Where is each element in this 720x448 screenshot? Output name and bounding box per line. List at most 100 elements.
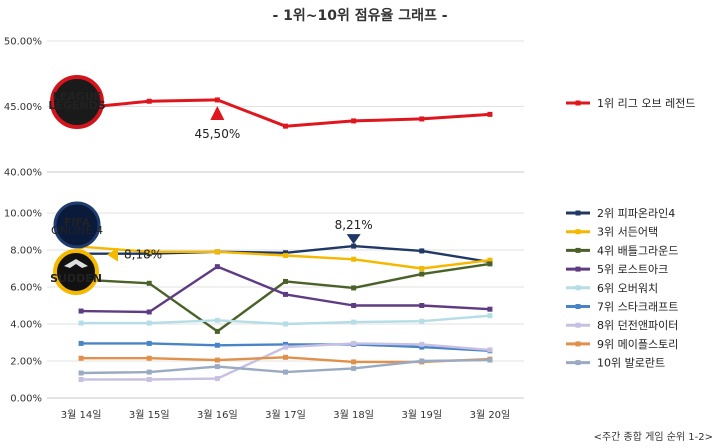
legend-marker — [575, 100, 581, 106]
annotation-label: 8,18% — [124, 248, 162, 262]
data-point — [146, 369, 152, 375]
annotation-label: 45,50% — [194, 127, 240, 141]
data-point — [351, 118, 357, 124]
data-point — [419, 341, 425, 347]
y-tick-label: 45.00% — [4, 102, 42, 113]
data-point — [351, 303, 357, 308]
data-point — [214, 249, 220, 255]
legend-label: 2위 피파온라인4 — [597, 207, 675, 220]
data-point — [283, 253, 288, 259]
data-point — [487, 306, 493, 312]
legend-label: 7위 스타크래프트 — [597, 301, 678, 314]
legend-label: 5위 로스트아크 — [597, 263, 668, 276]
legend-marker — [575, 210, 581, 216]
data-point — [78, 308, 84, 314]
sudden-attack-logo — [53, 249, 99, 295]
data-point — [351, 359, 357, 365]
data-point — [214, 364, 220, 370]
y-tick-label: 4.00% — [10, 320, 42, 331]
data-point — [214, 328, 220, 334]
data-point — [351, 319, 357, 325]
data-point — [487, 357, 493, 363]
legend-marker — [575, 322, 581, 328]
data-point — [214, 357, 220, 363]
data-point — [351, 365, 357, 371]
data-point — [214, 342, 220, 348]
data-point — [78, 377, 84, 382]
data-point — [146, 249, 152, 255]
data-point — [419, 248, 425, 254]
legend-label: 9위 메이플스토리 — [597, 338, 678, 351]
data-point — [351, 256, 357, 262]
data-point — [214, 97, 220, 103]
data-point — [419, 318, 425, 324]
up-triangle-icon — [210, 105, 225, 120]
data-point — [487, 313, 493, 319]
data-point — [487, 261, 493, 267]
data-point — [214, 317, 220, 323]
data-point — [78, 320, 84, 326]
annotation-label: 8,21% — [335, 218, 373, 232]
data-point — [487, 257, 493, 263]
league-logo-word: LEAGUE — [53, 90, 102, 103]
data-point — [146, 309, 152, 315]
data-point — [283, 344, 288, 350]
data-point — [78, 355, 84, 361]
data-point — [283, 341, 288, 347]
data-point — [283, 278, 288, 284]
fifa-logo-word: FIFA — [64, 216, 91, 229]
legend-label: 10위 발로란트 — [597, 357, 665, 370]
x-tick-label: 3월 16일 — [197, 409, 238, 421]
league-of-legends-logo — [50, 75, 104, 129]
data-point — [419, 266, 425, 271]
chart-footnote: <주간 종합 게임 순위 1-2> — [594, 430, 713, 443]
legend-marker — [575, 247, 581, 253]
data-point — [419, 344, 425, 350]
data-point — [419, 116, 425, 122]
data-point — [419, 303, 425, 308]
data-point — [146, 280, 152, 286]
league-logo-word: LEGENDS — [48, 99, 105, 112]
data-point — [487, 111, 493, 117]
data-point — [146, 355, 152, 361]
data-point — [146, 320, 152, 326]
data-point — [283, 369, 288, 375]
data-point — [214, 264, 220, 270]
legend-marker — [575, 229, 581, 235]
data-point — [351, 340, 357, 346]
data-point — [283, 321, 288, 327]
y-tick-label: 8.00% — [10, 246, 42, 257]
x-tick-label: 3월 18일 — [333, 409, 374, 421]
fifa-logo-word: ONLINE 4 — [51, 224, 103, 237]
x-tick-label: 3월 19일 — [401, 409, 442, 421]
legend-label: 8위 던전앤파이터 — [597, 319, 678, 332]
legend-marker — [575, 285, 581, 291]
legend-marker — [575, 341, 581, 347]
data-point — [283, 291, 288, 297]
sudden-attack-emblem-icon — [64, 259, 88, 268]
data-point — [146, 377, 152, 382]
series-line-0 — [80, 98, 490, 128]
y-tick-label: 2.00% — [10, 357, 42, 368]
x-tick-label: 3월 20일 — [470, 409, 511, 421]
legend-label: 6위 오버워치 — [597, 282, 658, 295]
y-tick-label: 50.00% — [4, 37, 42, 48]
legend-label: 4위 배틀그라운드 — [597, 244, 678, 257]
data-point — [487, 347, 493, 353]
left-triangle-icon — [107, 247, 118, 262]
legend-label: 1위 리그 오브 레전드 — [597, 97, 695, 110]
chart-title: - 1위~10위 점유율 그래프 - — [272, 7, 447, 24]
data-point — [283, 354, 288, 360]
data-point — [351, 243, 357, 249]
x-tick-label: 3월 14일 — [61, 409, 102, 421]
data-point — [419, 271, 425, 277]
y-tick-label: 6.00% — [10, 283, 42, 294]
data-point — [419, 358, 425, 364]
data-point — [214, 376, 220, 382]
y-tick-label: 40.00% — [4, 168, 42, 179]
data-point — [78, 340, 84, 346]
data-point — [351, 285, 357, 291]
y-tick-label: 10.00% — [4, 209, 42, 220]
